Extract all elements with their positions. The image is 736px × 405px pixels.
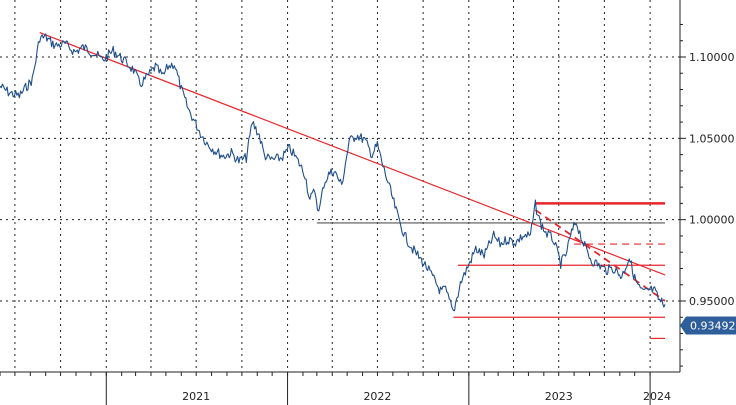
axes — [0, 0, 686, 405]
y-tick-label: 1.10000 — [689, 51, 735, 64]
axis-labels: 1.10000 1.05000 1.00000 0.95000 2021 2022 2023… — [182, 51, 736, 403]
diagonal-trendline — [39, 32, 666, 276]
grid — [0, 0, 680, 372]
y-tick-label: 0.95000 — [689, 295, 735, 308]
trendline-annotations — [39, 32, 666, 340]
last-price-tag — [680, 316, 736, 335]
x-year-label: 2022 — [363, 390, 391, 403]
y-tick-label: 1.05000 — [689, 132, 735, 145]
last-price-label: 0.93492 — [690, 320, 736, 333]
x-year-label: 2023 — [545, 390, 573, 403]
x-year-label: 2024 — [643, 390, 671, 403]
price-series-line — [0, 33, 666, 312]
diagonal-trendline — [534, 209, 666, 302]
y-tick-label: 1.00000 — [689, 214, 735, 227]
x-year-label: 2021 — [182, 390, 210, 403]
price-series-group — [0, 33, 666, 312]
